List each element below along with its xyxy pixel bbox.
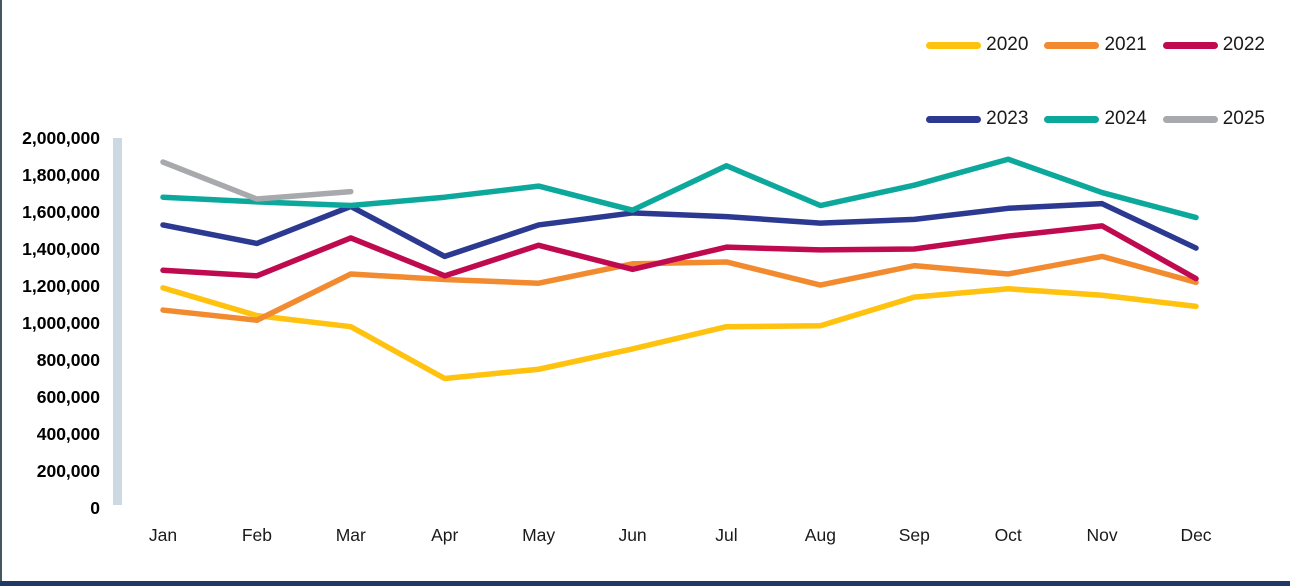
series-line-2022 — [160, 223, 1199, 282]
svg-text:Jan: Jan — [149, 525, 177, 545]
svg-text:1,200,000: 1,200,000 — [22, 276, 100, 296]
svg-text:1,800,000: 1,800,000 — [22, 165, 100, 185]
svg-text:Aug: Aug — [805, 525, 836, 545]
svg-text:1,600,000: 1,600,000 — [22, 202, 100, 222]
legend-label-2024: 2024 — [1104, 108, 1147, 129]
svg-text:800,000: 800,000 — [37, 350, 101, 370]
svg-text:1,000,000: 1,000,000 — [22, 313, 100, 333]
legend-item-2025: 2025 — [1162, 107, 1265, 131]
series-line-2020 — [160, 285, 1199, 382]
series-line-2021 — [160, 253, 1199, 323]
y-axis-labels: 0 200,000 400,000 600,000 800,000 1,000,000 1,… — [22, 128, 100, 518]
legend-swatch-2022 — [1162, 41, 1218, 49]
bottom-accent-bar — [0, 581, 1290, 586]
svg-text:Feb: Feb — [242, 525, 272, 545]
svg-text:Sep: Sep — [899, 525, 930, 545]
svg-text:May: May — [522, 525, 555, 545]
legend-label-2025: 2025 — [1222, 108, 1265, 129]
svg-text:Apr: Apr — [431, 525, 458, 545]
series-line-2024 — [160, 156, 1199, 221]
svg-text:Nov: Nov — [1087, 525, 1118, 545]
legend-item-2021: 2021 — [1044, 33, 1147, 57]
series-line-2023 — [160, 200, 1199, 260]
legend-item-2022: 2022 — [1162, 33, 1265, 57]
svg-text:Dec: Dec — [1180, 525, 1211, 545]
y-axis-band — [113, 138, 122, 505]
svg-text:2,000,000: 2,000,000 — [22, 128, 100, 148]
series-line-2025 — [160, 159, 354, 202]
svg-text:Mar: Mar — [336, 525, 366, 545]
legend-swatch-2023 — [926, 115, 982, 123]
svg-text:200,000: 200,000 — [37, 461, 101, 481]
chart-legend-row-1: 2020 2021 2022 — [926, 33, 1265, 57]
legend-label-2023: 2023 — [986, 108, 1029, 129]
left-edge-line — [0, 0, 2, 586]
legend-item-2020: 2020 — [926, 33, 1028, 57]
legend-label-2022: 2022 — [1222, 34, 1265, 55]
svg-text:600,000: 600,000 — [37, 387, 101, 407]
svg-text:400,000: 400,000 — [37, 424, 101, 444]
svg-text:0: 0 — [90, 498, 100, 518]
chart-legend-row-2: 2023 2024 2025 — [926, 107, 1265, 131]
legend-item-2023: 2023 — [926, 107, 1028, 131]
legend-item-2024: 2024 — [1044, 107, 1147, 131]
legend-swatch-2025 — [1162, 115, 1218, 123]
legend-label-2020: 2020 — [986, 34, 1029, 55]
legend-swatch-2021 — [1044, 41, 1100, 49]
x-axis-labels: Jan Feb Mar Apr May Jun Jul Aug Sep Oct Nov Dec — [149, 525, 1212, 545]
legend-swatch-2020 — [926, 41, 982, 49]
svg-text:Oct: Oct — [995, 525, 1022, 545]
svg-text:Jul: Jul — [715, 525, 737, 545]
svg-text:1,400,000: 1,400,000 — [22, 239, 100, 259]
legend-swatch-2024 — [1044, 115, 1100, 123]
legend-label-2021: 2021 — [1104, 34, 1147, 55]
svg-text:Jun: Jun — [618, 525, 646, 545]
